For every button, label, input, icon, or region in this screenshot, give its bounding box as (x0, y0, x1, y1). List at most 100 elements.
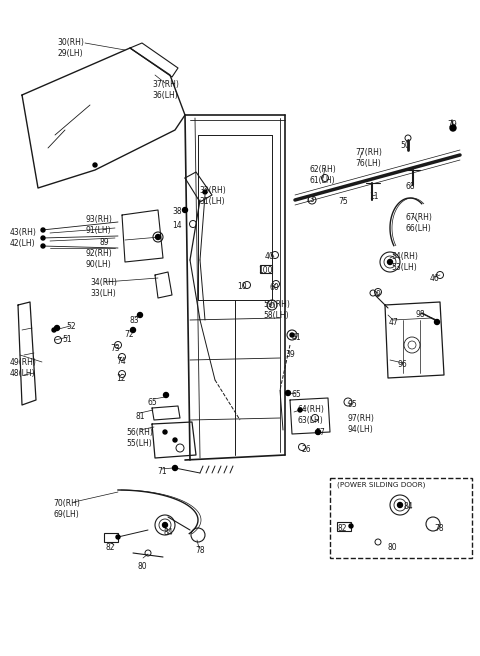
Text: 52: 52 (66, 322, 76, 331)
Text: 60: 60 (270, 283, 280, 292)
Text: 53(LH): 53(LH) (391, 263, 417, 272)
Text: 74: 74 (116, 357, 126, 366)
Text: 91(LH): 91(LH) (85, 226, 110, 235)
Text: 58(LH): 58(LH) (263, 311, 288, 320)
Text: 82: 82 (105, 543, 115, 552)
Text: 75: 75 (338, 197, 348, 206)
Circle shape (116, 535, 120, 539)
Circle shape (163, 522, 168, 527)
Text: 47: 47 (389, 318, 399, 327)
Text: 41: 41 (292, 333, 301, 342)
Text: 59(RH): 59(RH) (263, 300, 290, 309)
Text: 66(LH): 66(LH) (405, 224, 431, 233)
Text: 12: 12 (116, 374, 125, 383)
Bar (330, 478, 472, 558)
Text: 36(LH): 36(LH) (152, 91, 178, 100)
Text: 80: 80 (388, 543, 397, 552)
Text: 100: 100 (258, 266, 273, 275)
Text: 54(RH): 54(RH) (391, 252, 418, 261)
Text: 93(RH): 93(RH) (85, 215, 112, 224)
Text: 70(RH): 70(RH) (53, 499, 80, 508)
Text: 78: 78 (195, 546, 204, 555)
Text: 62(RH): 62(RH) (309, 165, 336, 174)
Text: 97(RH): 97(RH) (347, 414, 374, 423)
Circle shape (434, 319, 440, 325)
Text: 64(RH): 64(RH) (298, 405, 325, 414)
Circle shape (137, 312, 143, 318)
Text: 34(RH): 34(RH) (90, 278, 117, 287)
Text: 33(LH): 33(LH) (90, 289, 116, 298)
Text: 76(LH): 76(LH) (355, 159, 381, 168)
Text: 92(RH): 92(RH) (85, 249, 112, 258)
Text: 11: 11 (369, 192, 379, 201)
Text: 72: 72 (124, 330, 133, 339)
Text: 43(RH): 43(RH) (10, 228, 37, 237)
Text: 83: 83 (130, 316, 140, 325)
Text: 98: 98 (416, 310, 426, 319)
Text: 68: 68 (406, 182, 416, 191)
Text: 9: 9 (375, 290, 380, 299)
Bar (260, 265, 272, 273)
Bar (104, 533, 118, 542)
Text: 30(RH): 30(RH) (57, 38, 84, 47)
Text: 26: 26 (302, 445, 312, 454)
Text: 84: 84 (163, 528, 173, 537)
Circle shape (173, 438, 177, 442)
Text: 96: 96 (397, 360, 407, 369)
Circle shape (164, 392, 168, 398)
Text: 39: 39 (285, 350, 295, 359)
Text: 50: 50 (400, 141, 410, 150)
Circle shape (450, 125, 456, 131)
Text: 73: 73 (110, 344, 120, 353)
Circle shape (41, 228, 45, 232)
Text: 32(RH): 32(RH) (199, 186, 226, 195)
Circle shape (349, 524, 353, 528)
Text: 14: 14 (172, 221, 181, 230)
Text: 79: 79 (447, 120, 457, 129)
Text: 67(RH): 67(RH) (405, 213, 432, 222)
Text: (POWER SILDING DOOR): (POWER SILDING DOOR) (337, 482, 425, 489)
Text: 10: 10 (237, 282, 247, 291)
Text: 29(LH): 29(LH) (57, 49, 83, 58)
Text: 94(LH): 94(LH) (347, 425, 373, 434)
Text: 51: 51 (62, 335, 72, 344)
Text: 69(LH): 69(LH) (53, 510, 79, 519)
Circle shape (387, 260, 393, 264)
Text: 48(LH): 48(LH) (10, 369, 36, 378)
Text: 82: 82 (338, 524, 348, 533)
Circle shape (286, 390, 290, 396)
Text: 37(RH): 37(RH) (152, 80, 179, 89)
Circle shape (290, 333, 294, 337)
Text: 65: 65 (148, 398, 158, 407)
Circle shape (41, 244, 45, 248)
Circle shape (41, 236, 45, 240)
Text: 81: 81 (136, 412, 145, 421)
Text: 95: 95 (347, 400, 357, 409)
Circle shape (52, 328, 56, 332)
Text: 78: 78 (434, 524, 444, 533)
Text: 13: 13 (305, 195, 314, 204)
Text: 89: 89 (100, 238, 109, 247)
Circle shape (172, 466, 178, 470)
Text: 42(LH): 42(LH) (10, 239, 36, 248)
Text: 57: 57 (315, 428, 325, 437)
Bar (337, 522, 351, 531)
Text: 71: 71 (157, 467, 167, 476)
Text: 65: 65 (291, 390, 301, 399)
Circle shape (203, 190, 207, 194)
Circle shape (298, 408, 302, 412)
Circle shape (315, 430, 321, 434)
Text: 61(LH): 61(LH) (309, 176, 335, 185)
Text: 38: 38 (172, 207, 181, 216)
Circle shape (93, 163, 97, 167)
Circle shape (156, 234, 160, 239)
Circle shape (163, 430, 167, 434)
Circle shape (55, 325, 60, 331)
Circle shape (397, 502, 403, 508)
Text: 49(RH): 49(RH) (10, 358, 37, 367)
Text: 40: 40 (265, 252, 275, 261)
Text: 63(LH): 63(LH) (298, 416, 324, 425)
Circle shape (131, 327, 135, 333)
Text: 80: 80 (138, 562, 148, 571)
Text: 46: 46 (430, 274, 440, 283)
